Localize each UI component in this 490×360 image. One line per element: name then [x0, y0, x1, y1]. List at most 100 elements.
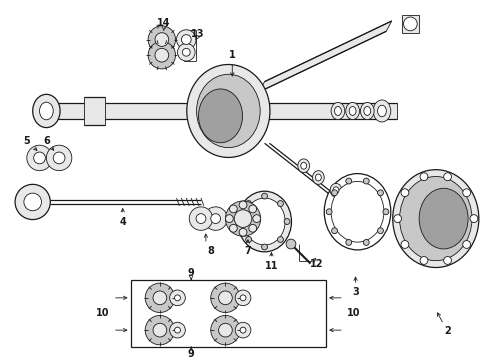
Circle shape [27, 145, 52, 171]
Circle shape [53, 152, 65, 164]
Circle shape [170, 290, 185, 306]
Circle shape [24, 193, 42, 211]
Circle shape [383, 209, 389, 215]
Circle shape [286, 239, 296, 249]
Circle shape [420, 257, 428, 264]
Circle shape [377, 190, 383, 196]
Circle shape [235, 322, 251, 338]
Bar [84, 97, 105, 125]
Ellipse shape [331, 102, 345, 120]
Circle shape [182, 48, 190, 56]
Ellipse shape [364, 107, 371, 116]
Ellipse shape [301, 162, 307, 169]
Ellipse shape [346, 102, 360, 120]
Text: 14: 14 [157, 18, 171, 28]
Text: 1: 1 [229, 50, 236, 60]
Circle shape [364, 178, 369, 184]
Ellipse shape [403, 17, 417, 31]
Text: 12: 12 [310, 258, 323, 269]
Circle shape [401, 240, 409, 248]
Ellipse shape [198, 89, 243, 143]
Circle shape [211, 283, 240, 312]
Circle shape [225, 201, 261, 236]
Circle shape [346, 239, 352, 246]
Circle shape [245, 201, 251, 207]
Circle shape [284, 219, 290, 225]
Circle shape [170, 322, 185, 338]
Circle shape [155, 33, 169, 46]
Ellipse shape [399, 176, 472, 261]
Ellipse shape [333, 187, 339, 194]
Circle shape [204, 207, 227, 230]
Bar [45, 103, 191, 119]
Ellipse shape [330, 183, 342, 197]
Bar [270, 103, 396, 119]
Circle shape [148, 26, 175, 53]
Circle shape [394, 215, 401, 222]
Text: 10: 10 [347, 309, 360, 319]
Circle shape [234, 210, 252, 228]
Ellipse shape [331, 181, 384, 242]
Circle shape [239, 201, 247, 209]
Circle shape [181, 35, 191, 44]
Circle shape [235, 290, 251, 306]
Circle shape [470, 215, 478, 222]
Circle shape [239, 219, 245, 225]
Circle shape [346, 178, 352, 184]
Ellipse shape [313, 171, 324, 184]
Circle shape [463, 240, 470, 248]
Ellipse shape [244, 198, 285, 245]
Circle shape [189, 207, 213, 230]
Circle shape [145, 315, 174, 345]
Text: 9: 9 [188, 269, 195, 278]
Circle shape [332, 190, 338, 196]
Circle shape [249, 205, 257, 213]
Ellipse shape [419, 188, 468, 249]
Circle shape [219, 291, 232, 305]
Text: 2: 2 [444, 326, 451, 336]
Ellipse shape [378, 105, 387, 117]
Circle shape [47, 145, 72, 171]
Circle shape [211, 214, 220, 224]
Text: 11: 11 [265, 261, 278, 271]
Circle shape [229, 205, 237, 213]
Circle shape [420, 173, 428, 181]
Circle shape [239, 228, 247, 236]
Circle shape [443, 257, 451, 264]
Circle shape [148, 41, 175, 69]
Circle shape [229, 224, 237, 232]
Circle shape [155, 48, 169, 62]
Text: 4: 4 [120, 216, 126, 226]
Ellipse shape [335, 107, 342, 116]
Polygon shape [259, 21, 392, 92]
Circle shape [253, 215, 261, 222]
Text: 5: 5 [24, 136, 30, 146]
Ellipse shape [393, 170, 479, 267]
Ellipse shape [196, 74, 260, 148]
Circle shape [277, 201, 283, 207]
Circle shape [262, 244, 268, 250]
Circle shape [364, 239, 369, 246]
Text: 8: 8 [207, 246, 214, 256]
Text: 13: 13 [191, 29, 205, 39]
Ellipse shape [316, 174, 321, 181]
Ellipse shape [238, 191, 292, 252]
Circle shape [240, 295, 246, 301]
Circle shape [240, 327, 246, 333]
Circle shape [262, 193, 268, 199]
Circle shape [34, 152, 46, 164]
Text: 9: 9 [188, 348, 195, 359]
Ellipse shape [33, 94, 60, 127]
Ellipse shape [187, 64, 270, 157]
Circle shape [177, 44, 195, 61]
Circle shape [463, 189, 470, 197]
Bar [130, 280, 326, 347]
Ellipse shape [298, 159, 310, 172]
Circle shape [377, 228, 383, 234]
Circle shape [174, 327, 180, 333]
Circle shape [277, 237, 283, 242]
Circle shape [326, 209, 332, 215]
Ellipse shape [324, 174, 391, 250]
Text: 7: 7 [245, 246, 251, 256]
Bar [401, 15, 419, 33]
